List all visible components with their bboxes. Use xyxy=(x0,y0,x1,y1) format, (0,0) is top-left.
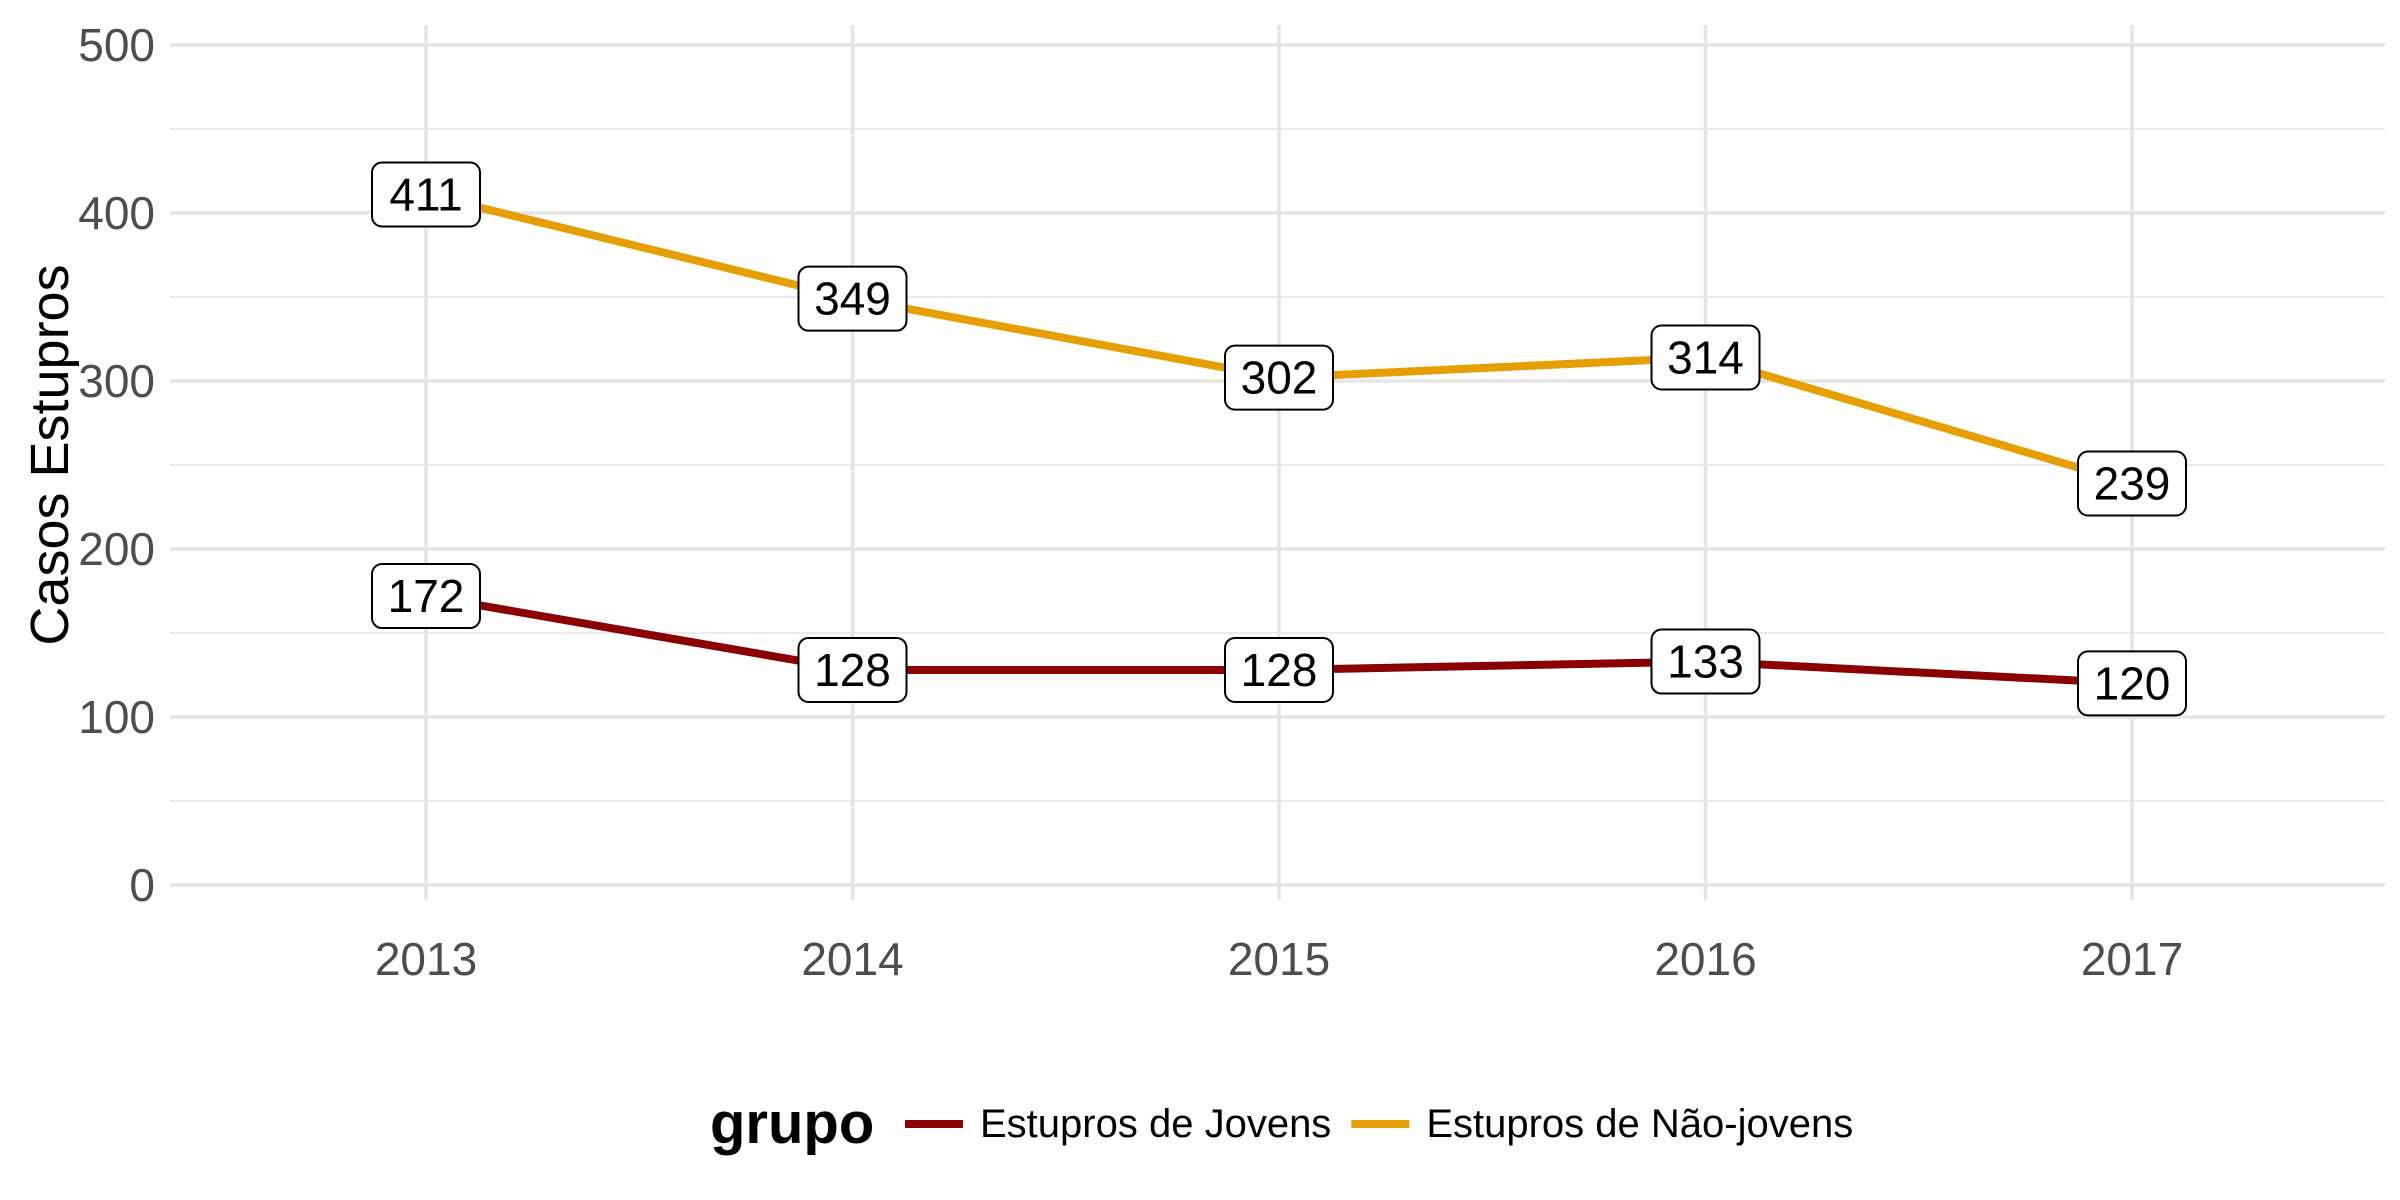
data-label-box xyxy=(1650,324,1761,391)
data-label-box xyxy=(1224,344,1334,411)
data-label-text: 133 xyxy=(1667,636,1744,688)
y-tick-label: 400 xyxy=(78,187,155,239)
x-tick-label: 2014 xyxy=(801,933,903,985)
data-label-box xyxy=(371,563,481,630)
y-tick-label: 0 xyxy=(129,859,155,911)
data-label: 239 xyxy=(2077,450,2187,517)
legend-item: Estupros de Jovens xyxy=(905,1102,1331,1146)
data-label-text: 302 xyxy=(1241,352,1318,404)
legend-item: Estupros de Não-jovens xyxy=(1351,1102,1853,1146)
y-tick-label: 200 xyxy=(78,523,155,575)
data-label-text: 239 xyxy=(2094,457,2171,509)
y-tick-label: 300 xyxy=(78,355,155,407)
data-label: 128 xyxy=(797,636,908,703)
data-label: 302 xyxy=(1224,344,1334,411)
data-label-text: 314 xyxy=(1667,331,1744,383)
legend-label: Estupros de Não-jovens xyxy=(1426,1102,1853,1146)
data-label: 172 xyxy=(371,563,481,630)
data-label-text: 349 xyxy=(814,273,891,325)
data-label-box xyxy=(2077,650,2187,717)
data-label: 128 xyxy=(1224,636,1334,703)
data-label-box xyxy=(2077,450,2187,517)
data-label: 120 xyxy=(2077,650,2187,717)
legend-title: grupo xyxy=(710,1091,874,1156)
x-tick-label: 2016 xyxy=(1654,933,1756,985)
data-label-text: 172 xyxy=(388,570,465,622)
y-axis-ticks: 0 100 200 300 400 500 xyxy=(78,19,155,911)
data-label-box xyxy=(797,636,908,703)
legend: grupo Estupros de Jovens Estupros de Não-… xyxy=(710,1091,1853,1156)
x-tick-label: 2013 xyxy=(375,933,477,985)
x-tick-label: 2017 xyxy=(2081,933,2183,985)
data-label: 314 xyxy=(1650,324,1761,391)
data-label-box xyxy=(1224,636,1334,703)
data-label-text: 120 xyxy=(2094,657,2171,709)
data-label: 349 xyxy=(797,265,908,332)
data-label-text: 128 xyxy=(814,644,891,696)
data-label-box xyxy=(371,161,481,228)
data-labels: 172 128 128 133 120 411 349 302 314 239 xyxy=(371,161,2187,717)
y-tick-label: 500 xyxy=(78,19,155,71)
x-tick-label: 2015 xyxy=(1228,933,1330,985)
data-label: 133 xyxy=(1650,628,1761,695)
data-label-text: 411 xyxy=(389,169,462,221)
y-tick-label: 100 xyxy=(78,691,155,743)
data-label-box xyxy=(797,265,908,332)
legend-label: Estupros de Jovens xyxy=(980,1102,1331,1146)
data-label-box xyxy=(1650,628,1761,695)
data-label: 411 xyxy=(371,161,481,228)
y-axis-title: Casos Estupros xyxy=(20,264,80,645)
data-label-text: 128 xyxy=(1241,644,1318,696)
x-axis-ticks: 2013 2014 2015 2016 2017 xyxy=(375,933,2183,985)
